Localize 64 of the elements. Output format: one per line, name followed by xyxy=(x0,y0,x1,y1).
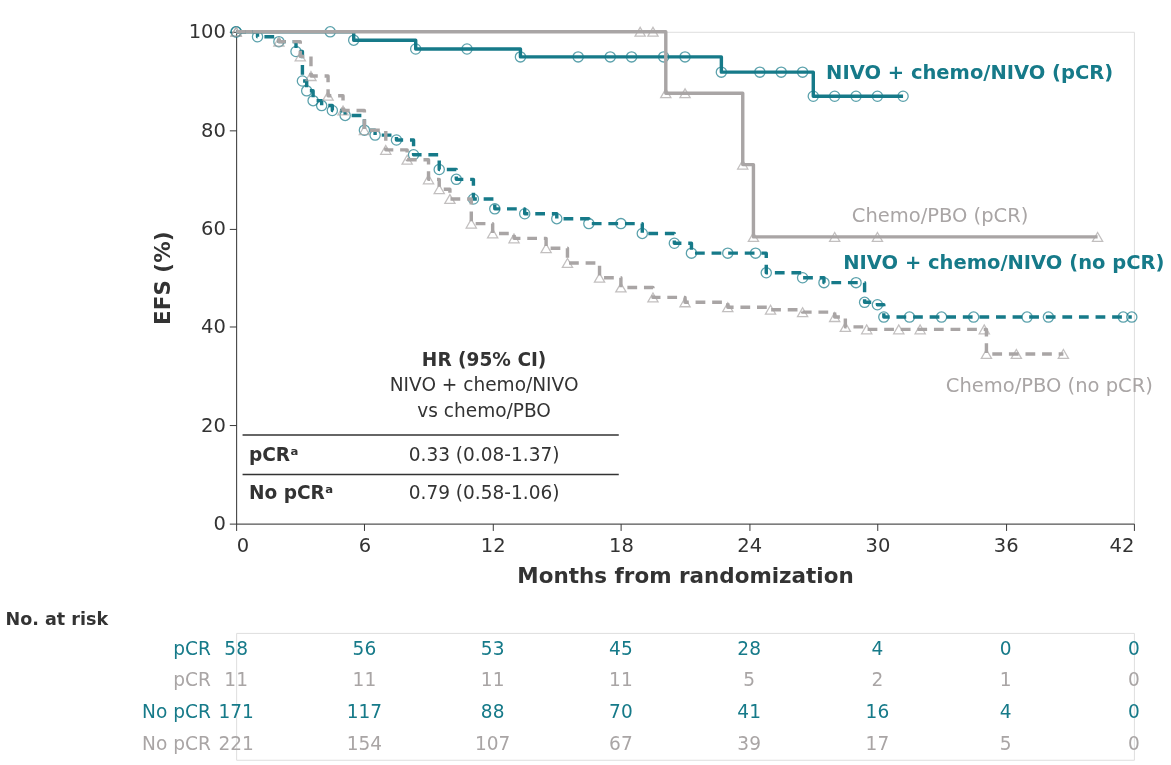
text: 1 xyxy=(999,669,1012,691)
text: 41 xyxy=(737,701,761,723)
text: 11 xyxy=(480,669,505,691)
text: 45 xyxy=(609,637,633,659)
text: 28 xyxy=(737,637,761,659)
series-label: NIVO + chemo/NIVO (no pCR) xyxy=(843,250,1165,274)
x-tick-label: 30 xyxy=(865,534,891,558)
x-tick-label: 36 xyxy=(993,534,1019,558)
text: pCR xyxy=(173,669,211,691)
y-tick-label: 40 xyxy=(201,315,226,339)
text: 11 xyxy=(352,669,377,691)
y-tick-label: 100 xyxy=(188,20,226,44)
annotation: 0.79 (0.58-1.06) xyxy=(408,481,560,503)
text: 58 xyxy=(224,637,248,659)
x-tick-label: 0 xyxy=(236,534,250,558)
x-tick-label: 42 xyxy=(1109,534,1135,558)
series-label: NIVO + chemo/NIVO (pCR) xyxy=(826,61,1114,85)
text: 171 xyxy=(218,701,254,723)
text: pCR xyxy=(173,637,211,659)
y-tick-label: 20 xyxy=(201,413,226,437)
text: 88 xyxy=(480,701,505,723)
text: No pCR xyxy=(142,701,211,723)
text: 4 xyxy=(999,701,1012,723)
x-tick-label: 12 xyxy=(480,534,506,558)
text: 17 xyxy=(865,732,890,754)
text: 67 xyxy=(609,732,633,754)
text: 107 xyxy=(474,732,511,754)
text: 0 xyxy=(999,637,1012,659)
text: 117 xyxy=(346,701,383,723)
x-tick-label: 24 xyxy=(737,534,763,558)
annotation: HR (95% CI) xyxy=(421,349,547,371)
text: 154 xyxy=(346,732,383,754)
x-axis-title: Months from randomization xyxy=(517,562,854,588)
text: 39 xyxy=(737,732,761,754)
y-tick-label: 60 xyxy=(201,216,226,240)
text: 221 xyxy=(218,732,254,754)
text: 11 xyxy=(224,669,248,691)
text: 11 xyxy=(609,669,633,691)
text: No. at risk xyxy=(5,609,109,630)
series-label: Chemo/PBO (pCR) xyxy=(851,204,1029,228)
y-tick-label: 0 xyxy=(213,511,226,535)
annotation: No pCRᵃ xyxy=(248,481,334,503)
annotation: 0.33 (0.08-1.37) xyxy=(408,444,560,466)
y-tick-label: 80 xyxy=(201,118,226,142)
text: 56 xyxy=(352,637,377,659)
x-tick-label: 18 xyxy=(608,534,634,558)
text: 2 xyxy=(871,669,884,691)
text: 0 xyxy=(1128,701,1140,723)
text: 0 xyxy=(1128,732,1140,754)
annotation: NIVO + chemo/NIVO xyxy=(389,373,579,395)
text: 5 xyxy=(743,669,756,691)
text: 0 xyxy=(1128,637,1140,659)
text: No pCR xyxy=(142,732,211,754)
text: 16 xyxy=(865,701,890,723)
y-axis-title: EFS (%) xyxy=(150,231,176,325)
annotation: vs chemo/PBO xyxy=(417,400,551,422)
text: 4 xyxy=(871,637,884,659)
text: 0 xyxy=(1128,669,1140,691)
text: 5 xyxy=(999,732,1012,754)
text: 53 xyxy=(480,637,505,659)
annotation: pCRᵃ xyxy=(248,444,299,466)
series-label: Chemo/PBO (no pCR) xyxy=(945,373,1153,397)
x-tick-label: 6 xyxy=(358,534,372,558)
text: 70 xyxy=(609,701,633,723)
